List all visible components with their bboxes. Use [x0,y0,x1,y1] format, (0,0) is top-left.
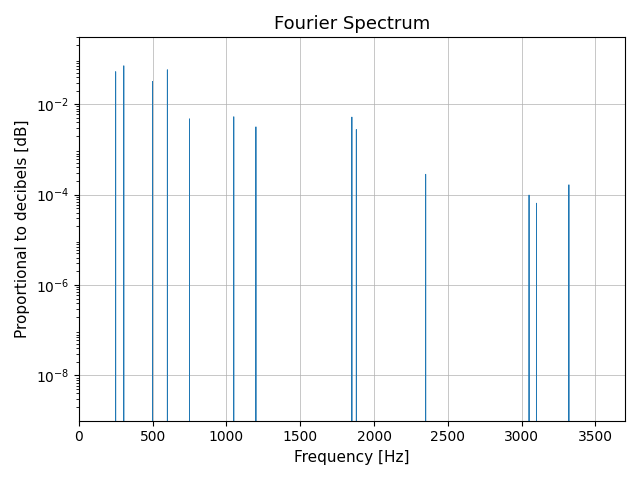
X-axis label: Frequency [Hz]: Frequency [Hz] [294,450,410,465]
Y-axis label: Proportional to decibels [dB]: Proportional to decibels [dB] [15,120,30,338]
Title: Fourier Spectrum: Fourier Spectrum [274,15,430,33]
